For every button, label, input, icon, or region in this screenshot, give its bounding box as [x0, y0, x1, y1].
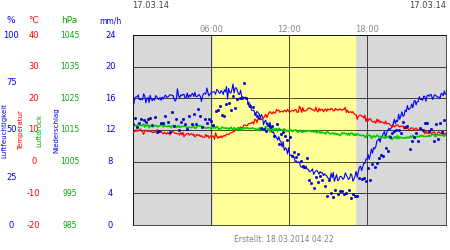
Text: 50: 50: [6, 126, 17, 134]
Text: Temperatur: Temperatur: [18, 110, 24, 150]
Text: 17.03.14: 17.03.14: [409, 1, 446, 10]
Text: 16: 16: [105, 94, 116, 103]
Text: 0: 0: [31, 157, 36, 166]
Text: 1005: 1005: [60, 157, 80, 166]
Text: 30: 30: [28, 62, 39, 71]
Text: 4: 4: [108, 189, 113, 198]
Text: 0: 0: [9, 220, 14, 230]
Text: hPa: hPa: [62, 16, 78, 25]
Text: 995: 995: [63, 189, 77, 198]
Text: -20: -20: [27, 220, 40, 230]
Text: 8: 8: [108, 157, 113, 166]
Text: 24: 24: [105, 30, 116, 40]
Text: Luftfeuchtigkeit: Luftfeuchtigkeit: [1, 102, 7, 158]
Text: 10: 10: [28, 126, 39, 134]
Text: 20: 20: [105, 62, 116, 71]
Text: %: %: [7, 16, 16, 25]
Text: 17.03.14: 17.03.14: [132, 1, 170, 10]
Text: 100: 100: [4, 30, 19, 40]
Text: 1035: 1035: [60, 62, 80, 71]
Text: 12: 12: [105, 126, 116, 134]
Text: mm/h: mm/h: [99, 16, 122, 25]
Text: Erstellt: 18.03.2014 04:22: Erstellt: 18.03.2014 04:22: [234, 235, 333, 244]
Text: Niederschlag: Niederschlag: [53, 107, 59, 153]
Text: 75: 75: [6, 78, 17, 87]
Text: 1025: 1025: [60, 94, 79, 103]
Text: °C: °C: [28, 16, 39, 25]
Text: 20: 20: [28, 94, 39, 103]
Text: 1045: 1045: [60, 30, 80, 40]
Text: 1015: 1015: [60, 126, 79, 134]
Text: 985: 985: [63, 220, 77, 230]
Text: 0: 0: [108, 220, 113, 230]
Text: 25: 25: [6, 173, 17, 182]
Text: Luftdruck: Luftdruck: [36, 114, 42, 146]
Bar: [212, 35, 355, 225]
Text: -10: -10: [27, 189, 40, 198]
Text: 40: 40: [28, 30, 39, 40]
